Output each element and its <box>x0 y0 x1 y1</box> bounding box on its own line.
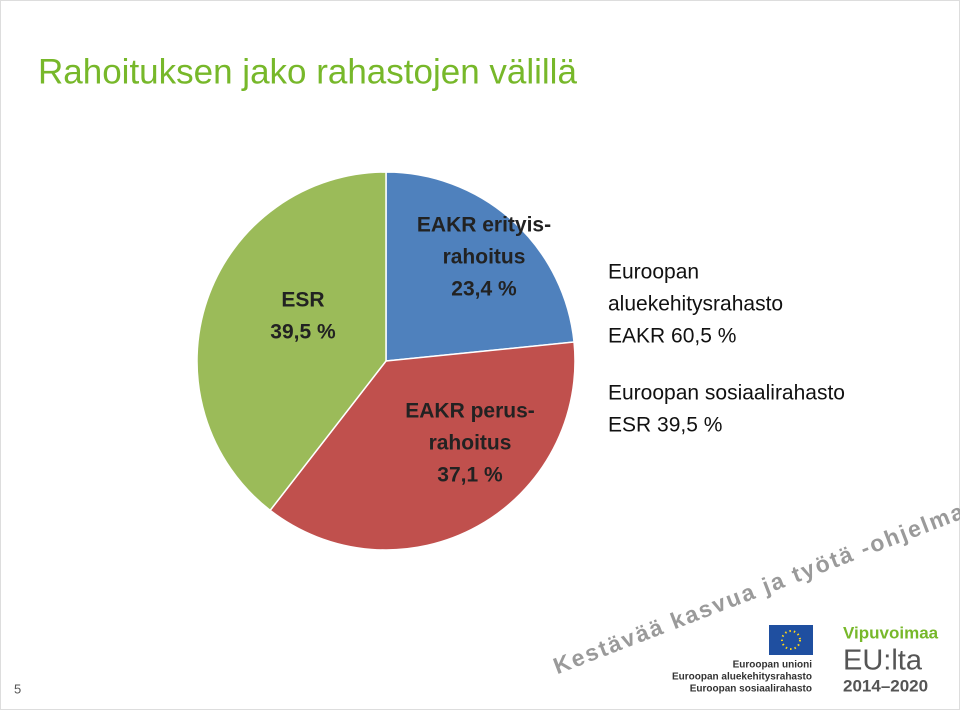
pie <box>196 171 576 551</box>
value-label: 39,5 % <box>270 321 336 344</box>
pie-slice <box>269 341 576 551</box>
slice-label: rahoitus <box>429 432 512 455</box>
page-number: 5 <box>14 681 21 696</box>
eu-flag <box>769 625 813 655</box>
slice-label: ESR <box>281 289 324 312</box>
eu-line: Euroopan unioni <box>733 660 813 671</box>
eu-line: Euroopan sosiaalirahasto <box>690 684 812 695</box>
slice-label: rahoitus <box>443 246 526 269</box>
pie-slice <box>196 171 387 512</box>
annotation: aluekehitysrahasto <box>608 293 783 316</box>
annotation: EAKR 60,5 % <box>608 325 736 348</box>
annotation: Euroopan <box>608 261 699 284</box>
annotation: ESR 39,5 % <box>608 414 722 437</box>
brand: Vipuvoimaa <box>843 623 939 642</box>
years: 2014–2020 <box>843 676 928 695</box>
value-label: 37,1 % <box>437 464 503 487</box>
value-label: 23,4 % <box>451 278 517 301</box>
pie-slice <box>385 171 575 362</box>
chart-title: Rahoituksen jako rahastojen välillä <box>38 52 577 91</box>
annotation: Euroopan sosiaalirahasto <box>608 382 845 405</box>
eu-line: Euroopan aluekehitysrahasto <box>672 672 812 683</box>
slice-label: EAKR erityis- <box>417 214 551 237</box>
slice-label: EAKR perus- <box>405 400 535 423</box>
brand-big: EU:lta <box>843 645 923 677</box>
